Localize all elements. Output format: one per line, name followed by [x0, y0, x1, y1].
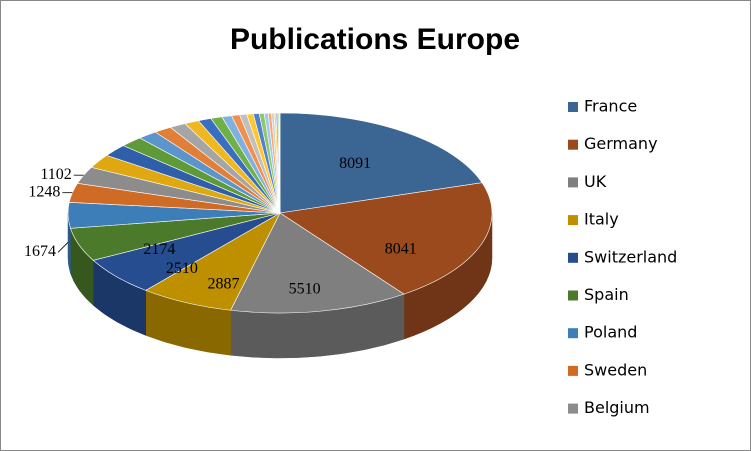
legend-label: Spain — [584, 285, 629, 304]
legend-swatch — [568, 328, 578, 339]
data-label: 5510 — [289, 281, 321, 298]
legend-swatch — [568, 177, 578, 188]
legend-swatch — [568, 290, 578, 301]
legend-swatch — [568, 252, 578, 263]
leader-line — [57, 242, 69, 253]
data-label: 8041 — [385, 240, 417, 257]
legend-swatch — [568, 403, 578, 414]
data-label: 1102 — [40, 166, 71, 183]
legend-swatch — [568, 365, 578, 376]
legend-label: UK — [584, 172, 607, 191]
legend-label: Sweden — [584, 360, 647, 379]
slice — [230, 212, 405, 314]
legend-label: Belgium — [584, 398, 650, 417]
data-label: 8091 — [339, 155, 371, 172]
slice — [279, 112, 483, 214]
data-label: 2887 — [207, 275, 239, 292]
legend-label: Poland — [584, 323, 637, 342]
legend-swatch — [568, 102, 578, 112]
slice — [279, 182, 493, 295]
data-label: 1674 — [24, 243, 56, 260]
legend-label: Italy — [584, 210, 619, 229]
slice — [278, 112, 281, 214]
chart-title: Publications Europe — [230, 23, 520, 56]
legend-swatch — [568, 139, 578, 150]
legend-label: France — [584, 97, 637, 116]
legend-label: Germany — [584, 134, 658, 153]
data-label: 2510 — [166, 260, 198, 277]
legend-swatch — [568, 215, 578, 226]
legend-label: Switzerland — [584, 247, 677, 266]
data-label: 1248 — [28, 183, 60, 200]
data-label: 2174 — [143, 241, 175, 258]
